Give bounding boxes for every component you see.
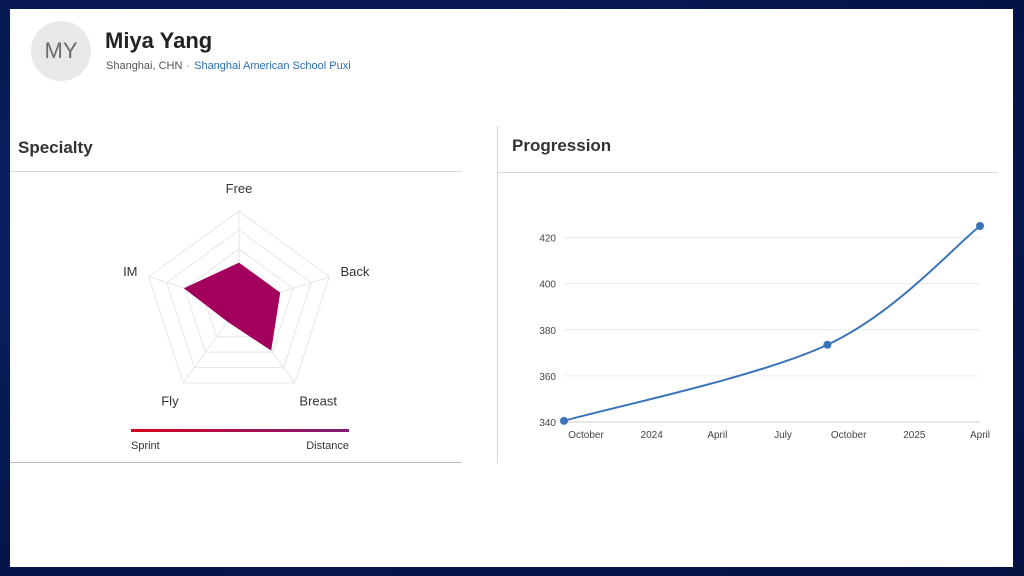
radar-axis-label-fly: Fly	[161, 393, 179, 408]
radar-grid-ring	[148, 210, 330, 384]
x-tick-label: 2025	[903, 430, 926, 441]
y-tick-label: 420	[539, 234, 556, 245]
location-text: Shanghai, CHN	[106, 60, 183, 72]
profile-card: MY Miya Yang Shanghai, CHN · Shanghai Amer…	[10, 9, 1013, 567]
radar-axis-label-back: Back	[340, 264, 369, 279]
progression-series-line	[563, 225, 981, 422]
radar-axis-label-free: Free	[226, 181, 253, 196]
specialty-bottom-divider	[10, 462, 462, 463]
y-tick-label: 400	[539, 280, 556, 291]
separator-dot: ·	[186, 60, 191, 72]
progression-data-point[interactable]	[823, 340, 832, 349]
progression-divider	[498, 172, 998, 173]
progression-data-point[interactable]	[976, 222, 984, 230]
y-tick-label: 360	[539, 372, 556, 383]
radar-axis-label-im: IM	[123, 264, 137, 279]
radar-axis-label-breast: Breast	[299, 393, 337, 408]
scale-right-label: Distance	[306, 440, 349, 452]
x-tick-label: October	[568, 430, 604, 441]
x-tick-label: April	[707, 430, 727, 441]
specialty-divider	[10, 171, 462, 172]
progression-line-chart: 340 360 380 400 420 October 2024 April July Octo…	[539, 222, 990, 441]
x-tick-label: July	[774, 430, 792, 441]
y-tick-label: 380	[539, 326, 556, 337]
panel-divider	[497, 126, 498, 463]
y-tick-label: 340	[539, 418, 556, 429]
x-tick-label: 2024	[641, 430, 664, 441]
progression-title: Progression	[512, 136, 612, 155]
scale-left-label: Sprint	[131, 440, 160, 452]
school-link[interactable]: Shanghai American School Puxi	[194, 60, 351, 72]
x-tick-label: April	[970, 430, 990, 441]
specialty-title: Specialty	[18, 138, 93, 157]
sprint-distance-scale-bar	[131, 429, 349, 432]
x-tick-label: October	[831, 430, 867, 441]
profile-subline: Shanghai, CHN · Shanghai American School P…	[106, 60, 351, 72]
radar-grid-ring	[184, 248, 294, 353]
radar-grid-ring	[166, 229, 312, 368]
profile-name: Miya Yang	[105, 28, 213, 53]
progression-data-point[interactable]	[560, 416, 568, 425]
radar-value-area	[183, 262, 281, 351]
avatar: MY	[31, 21, 91, 81]
specialty-radar-chart: Free Back Breast Fly IM Sprint Distance	[123, 181, 370, 452]
